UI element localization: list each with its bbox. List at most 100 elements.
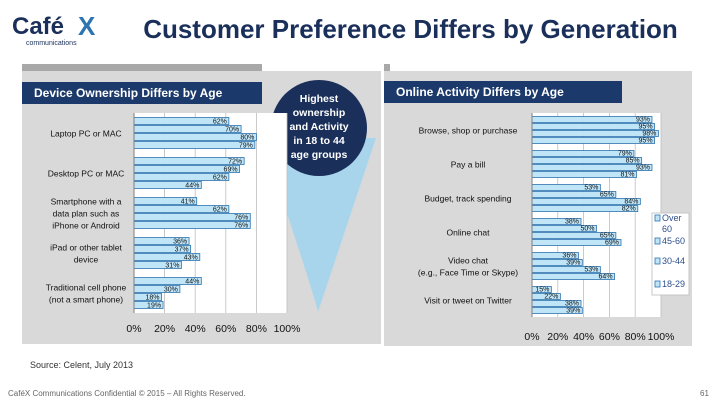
device-data-label: 72% (228, 159, 242, 166)
activity-data-label: 84% (624, 199, 638, 206)
source-note: Source: Celent, July 2013 (30, 360, 134, 370)
device-category-label: iPad or other tablet (50, 243, 122, 253)
device-data-label: 41% (181, 199, 195, 206)
activity-data-label: 95% (639, 138, 653, 145)
device-x-tick-label: 60% (215, 323, 236, 335)
callout-text: Highest ownership and Activity in 18 to … (278, 92, 360, 162)
activity-category-label: Budget, track spending (425, 194, 512, 204)
activity-category-label: Pay a bill (451, 160, 486, 170)
device-data-label: 44% (185, 183, 199, 190)
activity-x-tick-label: 100% (648, 331, 675, 343)
activity-bar (531, 116, 653, 123)
device-data-label: 76% (234, 223, 248, 230)
activity-x-tick-label: 80% (625, 331, 646, 343)
activity-data-label: 53% (584, 185, 598, 192)
device-bar (133, 141, 256, 149)
activity-legend-label: 45-60 (662, 236, 685, 246)
callout-line: Highest (299, 93, 339, 105)
activity-data-label: 98% (642, 131, 656, 138)
activity-data-label: 93% (636, 117, 650, 124)
activity-data-label: 39% (566, 260, 580, 267)
activity-bar (531, 137, 655, 144)
activity-bar (531, 130, 659, 137)
activity-category-label: Browse, shop or purchase (419, 126, 518, 136)
activity-legend-swatch (654, 214, 661, 222)
activity-bar (531, 164, 653, 171)
activity-data-label: 82% (622, 206, 636, 213)
device-category-label: Desktop PC or MAC (48, 169, 125, 179)
activity-data-label: 53% (584, 267, 598, 274)
device-category-label: device (74, 255, 99, 265)
device-data-label: 31% (165, 263, 179, 270)
device-bar (133, 213, 251, 221)
activity-data-label: 65% (600, 192, 614, 199)
device-data-label: 36% (173, 239, 187, 246)
device-data-label: 44% (185, 279, 199, 286)
logo-tagline: communications (26, 40, 77, 47)
callout-line: ownership (292, 107, 346, 119)
activity-legend-swatch (654, 280, 661, 288)
page-title: Customer Preference Differs by Generatio… (143, 14, 678, 44)
activity-data-label: 93% (636, 165, 650, 172)
device-x-tick-label: 0% (126, 323, 141, 335)
activity-category-label: Video chat (448, 256, 489, 266)
activity-data-label: 22% (544, 294, 558, 301)
device-chart-title: Device Ownership Differs by Age (22, 82, 262, 104)
activity-data-label: 69% (605, 240, 619, 247)
logo-x-mark: X (78, 11, 96, 41)
activity-x-tick-label: 20% (547, 331, 568, 343)
activity-data-label: 79% (618, 151, 632, 158)
device-x-tick-label: 20% (154, 323, 175, 335)
activity-data-label: 38% (565, 301, 579, 308)
activity-data-label: 39% (566, 308, 580, 315)
device-category-label: Smartphone with a (51, 197, 122, 207)
callout-pointer (262, 138, 376, 312)
activity-plot-area (532, 113, 661, 317)
activity-bar (531, 123, 655, 130)
activity-data-label: 64% (599, 274, 613, 281)
device-bar (133, 133, 257, 141)
device-bar (133, 221, 251, 229)
activity-legend-swatch (654, 237, 661, 245)
device-category-label: iPhone or Android (52, 221, 120, 231)
callout-line: in 18 to 44 (293, 135, 345, 147)
footer-copyright: CaféX Communications Confidential © 2015… (8, 389, 246, 398)
device-x-tick-label: 100% (274, 323, 301, 335)
device-category-label: Traditional cell phone (46, 283, 127, 293)
activity-category-label: Visit or tweet on Twitter (424, 296, 512, 306)
activity-data-label: 65% (600, 233, 614, 240)
callout-line: age groups (290, 149, 348, 161)
legend-label-line: Over (662, 213, 682, 223)
device-data-label: 76% (234, 215, 248, 222)
activity-data-label: 85% (626, 158, 640, 165)
activity-category-label: Online chat (447, 228, 491, 238)
activity-data-label: 50% (580, 226, 594, 233)
activity-x-tick-label: 0% (524, 331, 539, 343)
activity-data-label: 81% (620, 172, 634, 179)
device-data-label: 30% (164, 287, 178, 294)
device-data-label: 62% (213, 119, 227, 126)
page-number: 61 (700, 389, 709, 398)
activity-category-label: (e.g., Face Time or Skype) (418, 268, 518, 278)
device-x-tick-label: 40% (185, 323, 206, 335)
device-data-label: 37% (175, 247, 189, 254)
device-data-label: 70% (225, 127, 239, 134)
activity-data-label: 15% (535, 287, 549, 294)
activity-legend-label: 30-44 (662, 256, 685, 266)
device-panel-top-band (22, 64, 262, 71)
activity-panel-top-band (384, 64, 390, 71)
activity-legend-label: Over 60 (662, 213, 682, 234)
device-data-label: 79% (239, 143, 253, 150)
callout-line: and Activity (289, 121, 349, 133)
callout-bubble (271, 80, 367, 176)
device-data-label: 43% (184, 255, 198, 262)
activity-legend-swatch (654, 257, 661, 265)
activity-data-label: 36% (562, 253, 576, 260)
device-data-label: 19% (147, 303, 161, 310)
device-category-label: data plan such as (53, 209, 120, 219)
device-x-tick-label: 80% (246, 323, 267, 335)
device-data-label: 62% (213, 175, 227, 182)
device-data-label: 80% (240, 135, 254, 142)
device-data-label: 69% (224, 167, 238, 174)
device-data-label: 62% (213, 207, 227, 214)
